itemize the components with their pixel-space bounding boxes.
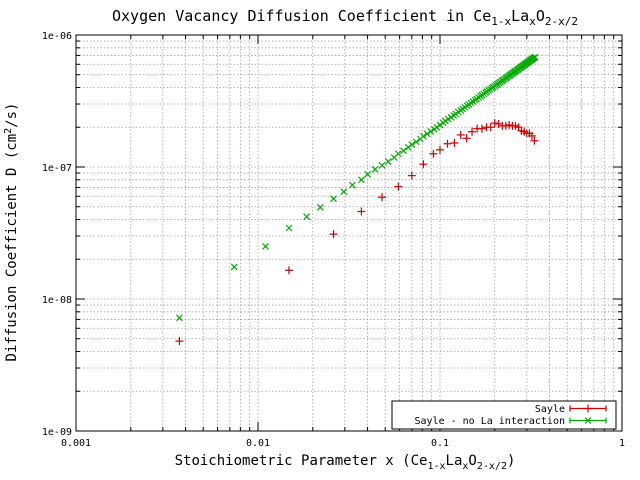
series-0 <box>175 119 539 346</box>
marker-stroke <box>384 158 392 165</box>
marker-stroke <box>330 195 337 203</box>
data-point <box>419 132 427 140</box>
data-point <box>427 128 435 135</box>
data-point <box>441 117 449 125</box>
marker-stroke <box>378 161 386 169</box>
data-point <box>462 134 471 143</box>
data-point <box>394 150 402 158</box>
data-point <box>371 165 379 173</box>
data-point <box>456 130 465 139</box>
marker-stroke <box>427 128 435 135</box>
marker-stroke <box>357 176 365 184</box>
axis-ticks: 0.001 0.01 0.1 1 1e-09 1e-08 1e-07 1e-06 <box>42 31 625 449</box>
data-point <box>364 170 371 178</box>
plot-frame <box>75 34 623 432</box>
marker-stroke <box>419 132 427 140</box>
y-tick-label: 1e-08 <box>42 295 72 306</box>
data-point <box>490 119 499 128</box>
x-axis-label: Stoichiometric Parameter x (Ce1-xLaxO2-x… <box>175 453 516 472</box>
data-point <box>527 131 536 140</box>
data-point <box>450 138 459 147</box>
legend: Sayle Sayle - no La interaction <box>391 400 617 430</box>
y-axis-label: Diffusion Coefficient D (cm2/s) <box>3 103 20 362</box>
data-point <box>357 176 365 184</box>
marker-stroke <box>348 181 356 189</box>
chart-title: Oxygen Vacancy Diffusion Coefficient in … <box>112 7 578 28</box>
data-point <box>330 195 337 203</box>
marker-stroke <box>412 138 420 146</box>
legend-label-sayle-no-la: Sayle - no La interaction <box>414 416 565 427</box>
data-point <box>494 119 503 128</box>
data-point <box>348 181 356 189</box>
data-point <box>262 243 269 250</box>
data-point <box>316 203 324 211</box>
data-point <box>468 127 477 136</box>
data-point <box>357 207 366 216</box>
x-tick-label: 0.1 <box>431 438 449 449</box>
marker-stroke <box>285 224 293 232</box>
data-series <box>175 53 539 346</box>
data-point <box>384 158 392 165</box>
marker-stroke <box>433 123 441 131</box>
data-point <box>443 139 452 148</box>
marker-stroke <box>531 53 539 61</box>
data-point <box>377 193 386 202</box>
legend-sample-sayle <box>569 404 607 413</box>
y-tick-label: 1e-07 <box>42 163 72 174</box>
data-point <box>408 141 416 148</box>
data-point <box>394 182 403 191</box>
data-point <box>175 314 183 322</box>
x-tick-label: 1 <box>619 438 625 449</box>
data-point <box>412 138 420 146</box>
marker-stroke <box>408 141 416 148</box>
marker-stroke <box>175 314 183 322</box>
data-point <box>175 337 184 346</box>
marker-stroke <box>394 150 402 158</box>
y-tick-label: 1e-09 <box>42 427 72 438</box>
data-point <box>419 160 428 169</box>
marker-stroke <box>423 130 431 138</box>
data-point <box>340 188 348 196</box>
series-1 <box>175 53 539 322</box>
marker-stroke <box>340 188 348 196</box>
data-point <box>530 136 539 145</box>
marker-stroke <box>303 213 311 221</box>
data-point <box>423 130 431 138</box>
marker-stroke <box>441 117 449 125</box>
data-point <box>486 123 495 132</box>
data-point <box>436 121 444 129</box>
data-point <box>329 230 338 239</box>
marker-stroke <box>316 203 324 211</box>
marker-stroke <box>371 165 379 173</box>
data-point <box>284 266 293 275</box>
data-point <box>433 123 441 131</box>
x-tick-label: 0.01 <box>246 438 270 449</box>
y-tick-label: 1e-06 <box>42 31 72 42</box>
marker-stroke <box>400 147 407 155</box>
x-tick-label: 0.001 <box>61 438 91 449</box>
data-point <box>230 263 238 271</box>
data-point <box>531 53 539 61</box>
marker-stroke <box>230 263 238 271</box>
data-point <box>378 161 386 169</box>
data-point <box>429 149 438 158</box>
marker-stroke <box>584 417 592 424</box>
marker-stroke <box>436 121 444 129</box>
data-point <box>477 124 486 133</box>
grid <box>76 35 622 431</box>
data-point <box>303 213 311 221</box>
data-point <box>285 224 293 232</box>
data-point <box>400 147 407 155</box>
legend-marker <box>584 404 592 413</box>
legend-marker <box>584 417 592 424</box>
legend-box <box>391 400 617 430</box>
marker-stroke <box>364 170 371 178</box>
legend-label-sayle: Sayle <box>535 404 565 415</box>
legend-sample-sayle-no-la <box>569 417 607 424</box>
marker-stroke <box>262 243 269 250</box>
data-point <box>407 171 416 180</box>
data-point <box>436 145 444 154</box>
